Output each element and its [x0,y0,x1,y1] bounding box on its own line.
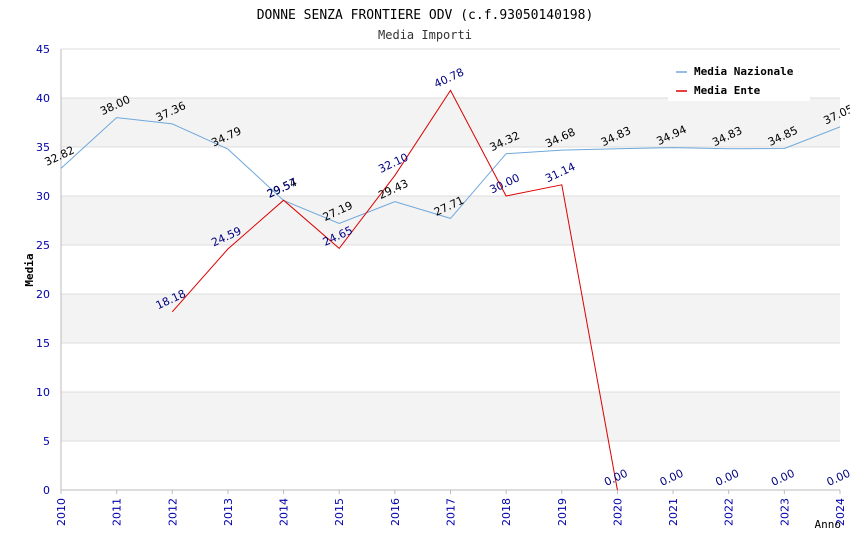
legend-label-media-nazionale: Media Nazionale [694,65,794,78]
legend: Media Nazionale Media Ente [668,60,810,101]
legend-box [668,60,810,101]
chart-subtitle: Media Importi [378,28,472,42]
x-tick-2024: 2024 [834,498,847,526]
x-tick-2017: 2017 [445,498,458,526]
y-tick-10: 10 [36,386,50,399]
plot-background-bands [61,98,840,441]
x-tick-2020: 2020 [611,498,624,526]
series-line-media-ente [171,89,618,491]
series-line-media-nazionale [60,117,841,225]
x-tick-2010: 2010 [55,498,68,526]
y-tick-15: 15 [36,337,50,350]
x-tick-2019: 2019 [556,498,569,526]
y-tick-45: 45 [36,43,50,56]
y-tick-0: 0 [43,484,50,497]
y-tick-5: 5 [43,435,50,448]
data-label-media-ente-2024: 0.00 [825,467,850,489]
y-tick-labels: 0 5 10 15 20 25 30 35 40 45 [36,43,50,497]
data-label-media-ente-2020: 0.00 [602,467,630,489]
y-tick-25: 25 [36,239,50,252]
y-tick-20: 20 [36,288,50,301]
x-tick-2022: 2022 [723,498,736,526]
x-tick-2012: 2012 [166,498,179,526]
series-lines [60,89,841,491]
data-label-media-ente-2017: 40.78 [432,66,466,91]
band-15 [61,294,840,343]
x-axis-label: Anno [815,518,842,531]
data-label-media-ente-2022: 0.00 [713,467,741,489]
chart-title: DONNE SENZA FRONTIERE ODV (c.f.930501401… [257,8,594,23]
x-tick-2015: 2015 [333,498,346,526]
data-label-media-ente-2019: 31.14 [543,160,577,185]
band-25 [61,196,840,245]
data-label-media-ente-2016: 32.10 [376,151,410,176]
x-tick-2021: 2021 [667,498,680,526]
y-tick-30: 30 [36,190,50,203]
band-35 [61,98,840,147]
y-axis-label: Media [23,253,36,286]
grid-lines [61,48,840,491]
x-tick-2013: 2013 [222,498,235,526]
x-tick-2011: 2011 [111,498,124,526]
x-tick-labels: 2010 2011 2012 2013 2014 2015 2016 2017 2018 2019… [55,498,847,526]
x-tick-2016: 2016 [389,498,402,526]
y-tick-35: 35 [36,141,50,154]
legend-label-media-ente: Media Ente [694,84,761,97]
x-tick-2018: 2018 [500,498,513,526]
band-5 [61,392,840,441]
x-tick-2023: 2023 [778,498,791,526]
data-label-media-ente-2021: 0.00 [658,467,686,489]
data-label-media-ente-2023: 0.00 [769,467,797,489]
y-tick-40: 40 [36,92,50,105]
x-tick-2014: 2014 [278,498,291,526]
axes [60,49,841,494]
